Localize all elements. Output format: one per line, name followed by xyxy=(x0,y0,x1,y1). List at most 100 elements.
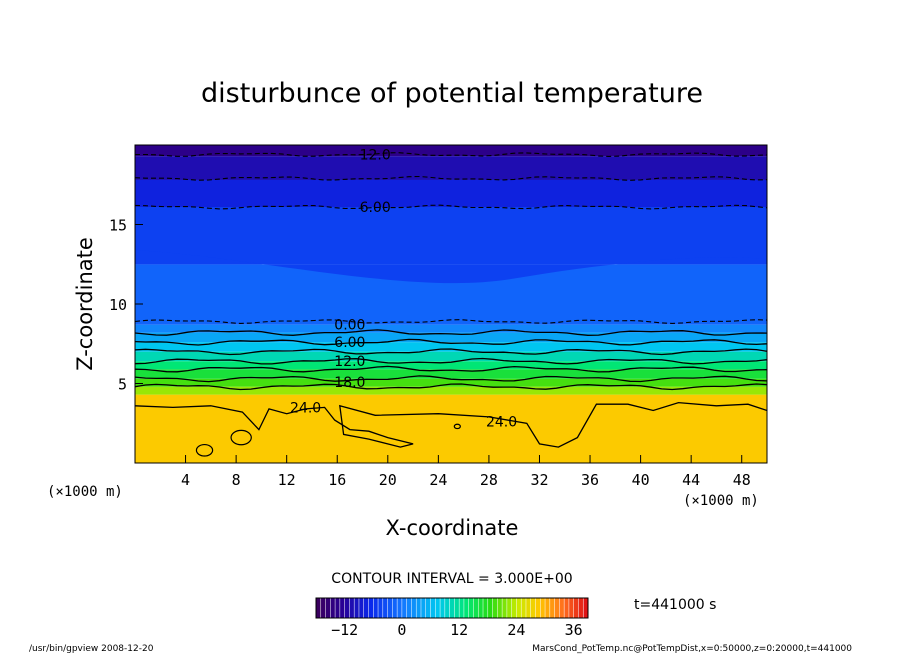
colorbar-cell xyxy=(439,597,446,619)
solid-contour-line xyxy=(135,348,767,356)
solid-contour-line xyxy=(135,338,767,346)
colorbar-cell xyxy=(568,597,575,619)
colorbar-cell xyxy=(363,597,370,619)
colorbar-cell xyxy=(382,597,389,619)
contour-band xyxy=(135,378,767,387)
footer-left: /usr/bin/gpview 2008-12-20 xyxy=(29,644,154,654)
colorbar-cell xyxy=(563,597,570,619)
colorbar-cell xyxy=(320,597,327,619)
colorbar-cell xyxy=(387,597,394,619)
x-tick-label: 24 xyxy=(429,471,447,489)
colorbar-cell xyxy=(411,597,417,619)
contour-label: 24.0 xyxy=(486,415,517,431)
contour-label: 18.0 xyxy=(334,375,365,391)
solid-contour-line xyxy=(135,357,767,365)
colorbar-cell xyxy=(482,597,489,619)
x-tick-label: 44 xyxy=(682,471,700,489)
colorbar-cell xyxy=(458,597,465,619)
colorbar-cell xyxy=(535,597,541,619)
colorbar-cell xyxy=(315,597,322,619)
contour-band xyxy=(135,179,767,208)
colorbar-cell xyxy=(516,597,522,619)
contour-label: 6.00 xyxy=(334,335,365,351)
contour-band xyxy=(135,369,767,379)
colorbar-cell xyxy=(344,597,351,619)
contour-label: 12.0 xyxy=(334,354,365,370)
contour-label: 0.00 xyxy=(334,318,365,334)
colorbar-cell xyxy=(430,597,436,619)
colorbar-cell xyxy=(544,597,551,619)
x-tick-label: 28 xyxy=(480,471,498,489)
colorbar-cell xyxy=(377,597,384,619)
y-axis-label: Z-coordinate xyxy=(73,237,97,371)
colorbar-cell xyxy=(468,597,475,619)
contour-band xyxy=(135,351,767,362)
x-tick-label: 4 xyxy=(181,471,190,489)
colorbar-cell xyxy=(415,597,422,619)
solid-contour-line xyxy=(135,329,767,336)
y-tick-label: 5 xyxy=(118,376,127,394)
chart-title: disturbunce of potential temperature xyxy=(201,78,703,109)
y-tick-label: 15 xyxy=(109,217,127,235)
dashed-contour-line xyxy=(135,152,767,157)
colorbar-cell xyxy=(358,597,365,619)
contour-band xyxy=(135,332,767,343)
contour-band xyxy=(135,207,767,265)
y-tick-label: 10 xyxy=(109,296,127,314)
contour-label: 6.00 xyxy=(360,200,391,216)
colorbar-cell xyxy=(349,597,355,619)
contour-band xyxy=(135,394,767,463)
colorbar-cell xyxy=(506,597,513,619)
closed-contour xyxy=(195,443,214,457)
colorbar-cell xyxy=(444,597,451,619)
dashed-contour-line xyxy=(135,319,767,324)
colorbar-cell xyxy=(501,597,508,619)
colorbar-cell xyxy=(373,597,379,619)
colorbar-cell xyxy=(549,597,556,619)
contour-band xyxy=(135,342,767,352)
solid-contour-line xyxy=(135,383,767,391)
x-tick-label: 36 xyxy=(581,471,599,489)
x-unit-right: (×1000 m) xyxy=(683,493,759,509)
colorbar-cell xyxy=(530,597,537,619)
colorbar-cell xyxy=(487,597,494,619)
colorbar-cell xyxy=(454,597,460,619)
x-tick-label: 32 xyxy=(530,471,548,489)
colorbar-cell xyxy=(573,597,580,619)
colorbar-cell xyxy=(353,597,360,619)
x-tick-label: 12 xyxy=(278,471,296,489)
colorbar-tick-label: 12 xyxy=(450,621,468,639)
colorbar-cell xyxy=(497,597,503,619)
colorbar-tick-label: −12 xyxy=(331,621,358,639)
colorbar-cell xyxy=(406,597,413,619)
x-tick-label: 48 xyxy=(733,471,751,489)
colorbar-cell xyxy=(435,597,441,619)
colorbar-tick-label: 36 xyxy=(565,621,583,639)
colorbar-frame xyxy=(315,597,589,619)
colorbar-cell xyxy=(330,597,336,619)
x-tick-label: 16 xyxy=(328,471,346,489)
contour-band xyxy=(135,386,767,395)
colorbar-cell xyxy=(339,597,346,619)
closed-contour xyxy=(453,423,461,430)
dashed-contour-line xyxy=(135,204,767,210)
colorbar-cell xyxy=(492,597,498,619)
x-tick-label: 20 xyxy=(379,471,397,489)
colorbar-cell xyxy=(473,597,479,619)
contour-band xyxy=(135,324,767,333)
colorbar-cell xyxy=(449,597,456,619)
colorbar-cell xyxy=(540,597,546,619)
x-tick-label: 40 xyxy=(632,471,650,489)
colorbar-cell xyxy=(463,597,470,619)
colorbar-cell xyxy=(554,597,561,619)
colorbar-tick-label: 0 xyxy=(397,621,406,639)
contour-band xyxy=(135,145,767,157)
colorbar-cell xyxy=(425,597,432,619)
contour-band xyxy=(135,249,767,284)
contour-label: 24.0 xyxy=(290,400,321,416)
colorbar-cell xyxy=(525,597,532,619)
x-axis-label: X-coordinate xyxy=(386,516,519,540)
colorbar-cell xyxy=(520,597,527,619)
colorbar-cell xyxy=(511,597,518,619)
